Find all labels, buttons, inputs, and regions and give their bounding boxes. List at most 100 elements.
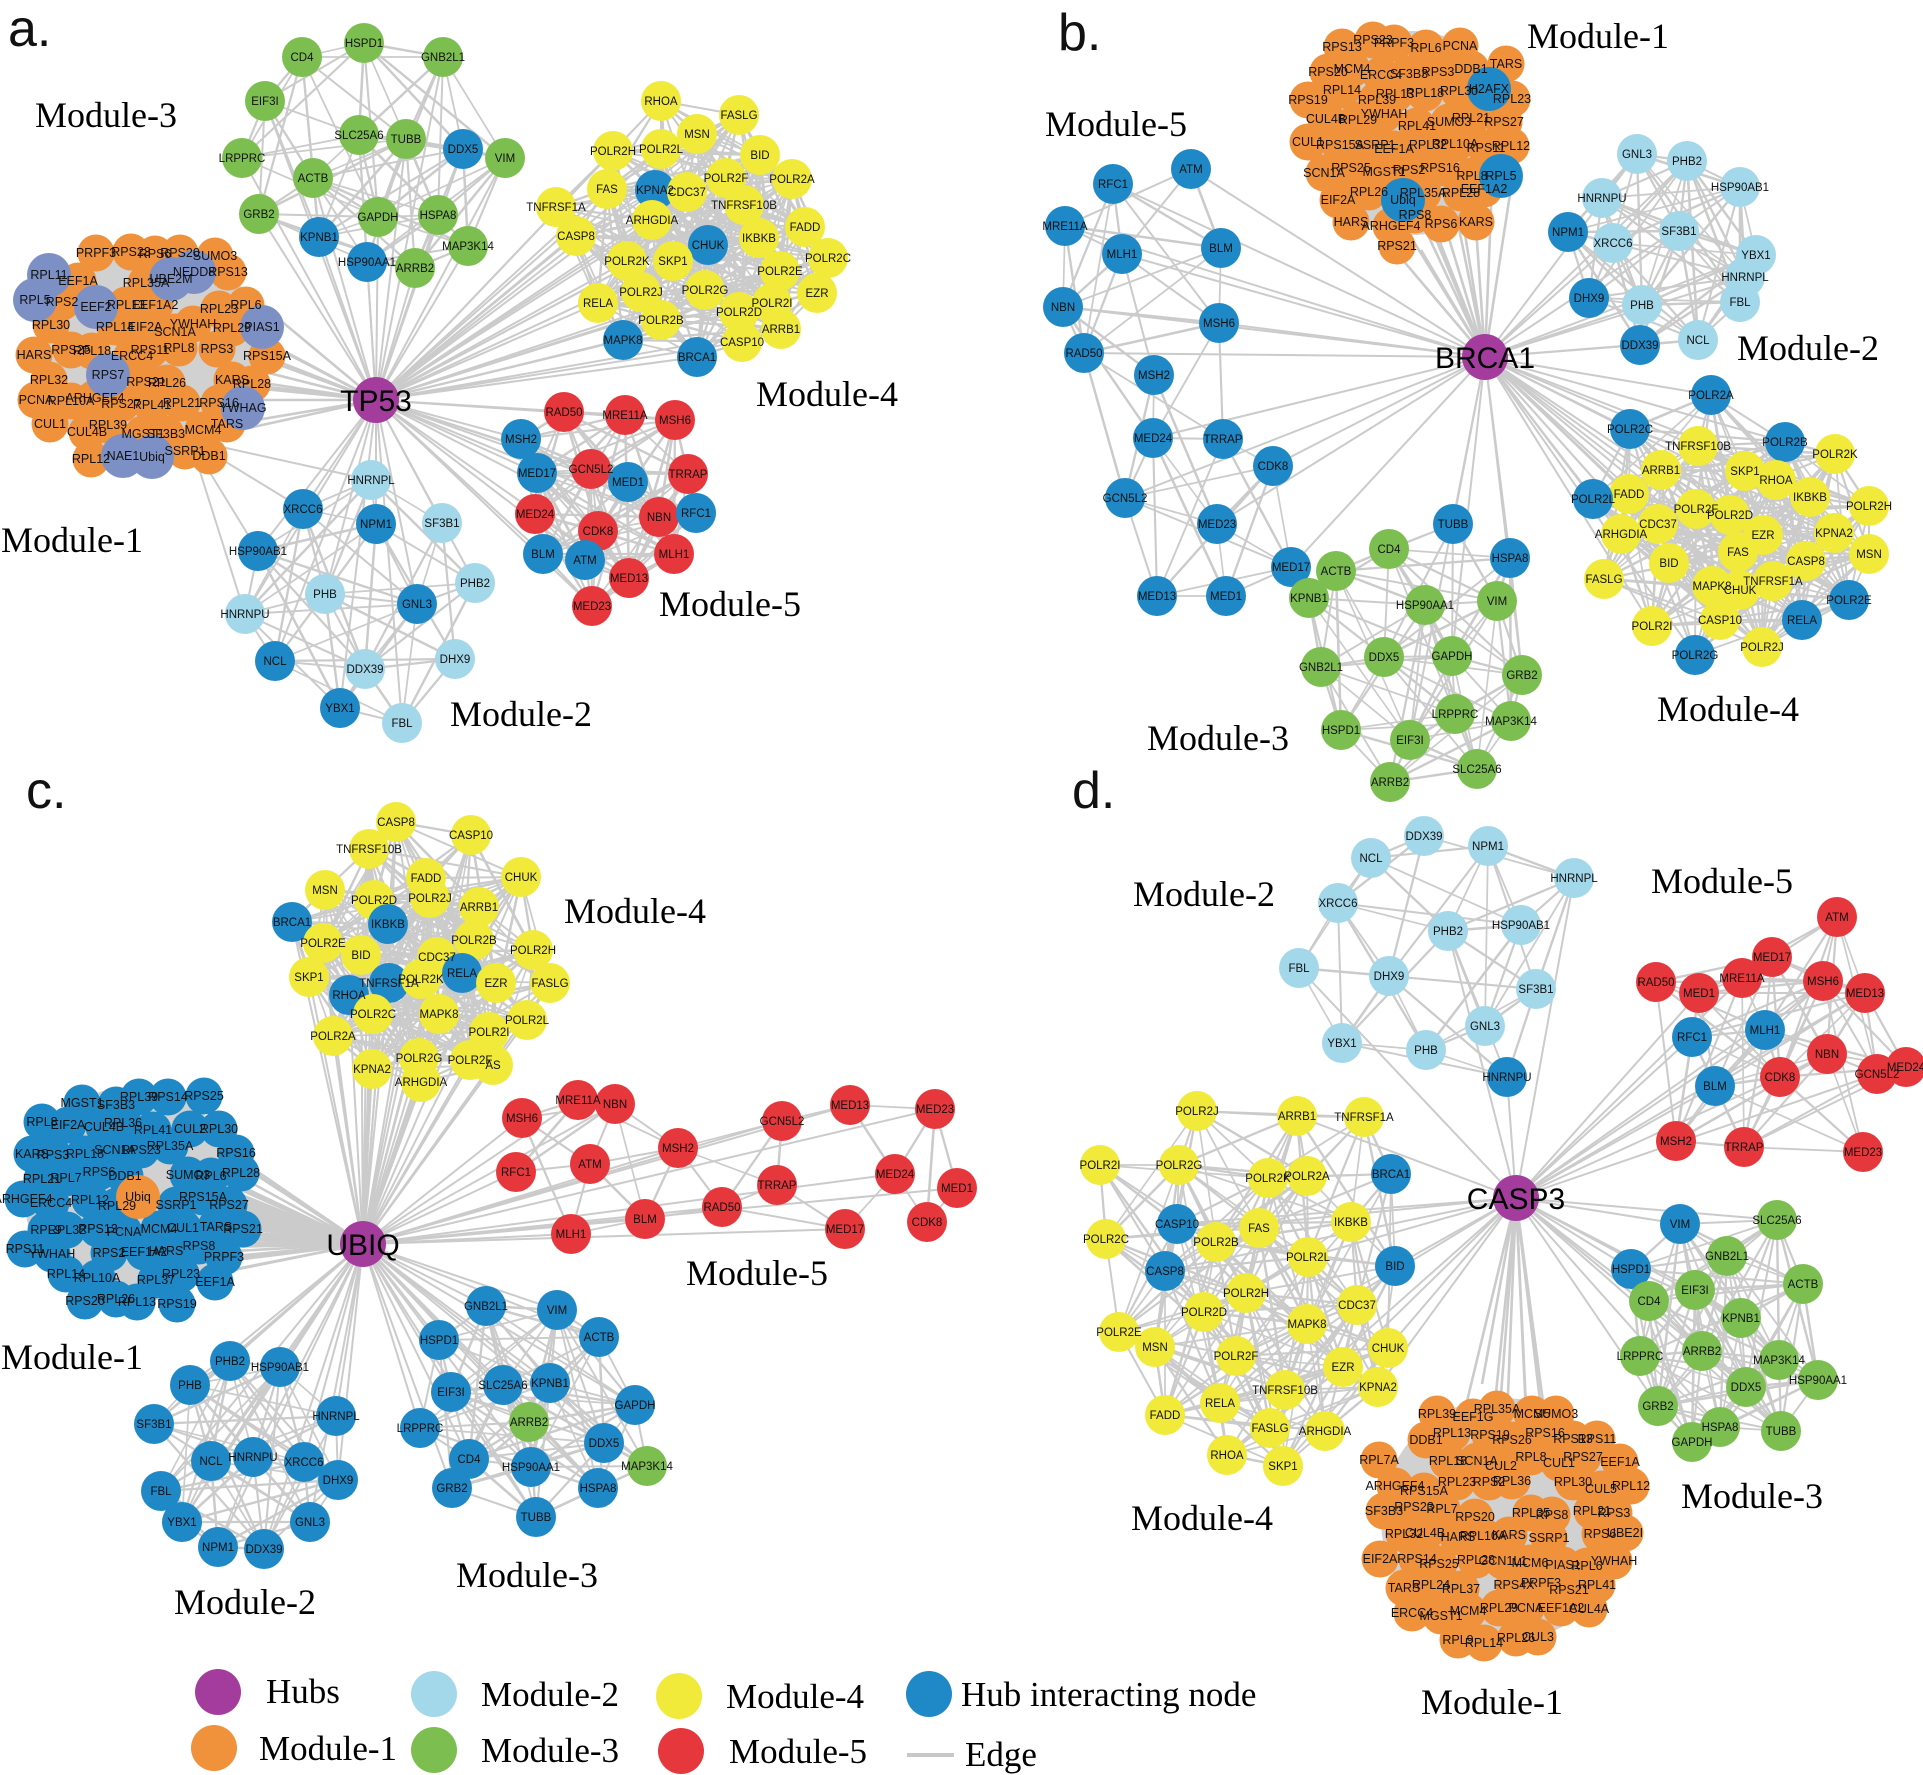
svg-text:GAPDH: GAPDH	[358, 212, 399, 224]
svg-text:DHX9: DHX9	[323, 1475, 354, 1487]
svg-text:POLR2G: POLR2G	[396, 1053, 443, 1065]
svg-text:Module-4: Module-4	[1131, 1498, 1273, 1538]
svg-text:CHUK: CHUK	[505, 872, 538, 884]
svg-text:ACTB: ACTB	[1321, 566, 1352, 578]
svg-text:POLR2K: POLR2K	[1245, 1173, 1291, 1185]
svg-text:Module-3: Module-3	[481, 1731, 619, 1770]
svg-text:DDB1: DDB1	[1454, 62, 1487, 76]
svg-text:CUL4B: CUL4B	[1405, 1526, 1445, 1540]
svg-text:ARHGDIA: ARHGDIA	[626, 215, 679, 227]
svg-text:RELA: RELA	[583, 298, 613, 310]
svg-text:SCN1A: SCN1A	[94, 1143, 136, 1157]
svg-text:SLC25A6: SLC25A6	[1752, 1215, 1801, 1227]
svg-text:YWHAH: YWHAH	[29, 1247, 76, 1261]
svg-text:PHB: PHB	[1414, 1045, 1438, 1057]
svg-text:RPS21: RPS21	[1549, 1583, 1589, 1597]
svg-text:Module-3: Module-3	[456, 1555, 598, 1595]
svg-text:RPS25: RPS25	[1331, 161, 1371, 175]
svg-text:TRRAP: TRRAP	[669, 469, 708, 481]
svg-text:YBX1: YBX1	[1741, 250, 1770, 262]
svg-text:EIF3I: EIF3I	[1681, 1285, 1708, 1297]
svg-text:Module-1: Module-1	[259, 1729, 397, 1768]
svg-text:HNRNPU: HNRNPU	[1482, 1072, 1531, 1084]
svg-text:GNL3: GNL3	[402, 599, 432, 611]
svg-text:RPL21: RPL21	[1452, 111, 1490, 125]
svg-text:ACTB: ACTB	[584, 1332, 615, 1344]
svg-text:TNFRSF1A: TNFRSF1A	[526, 202, 586, 214]
svg-text:SLC25A6: SLC25A6	[334, 130, 383, 142]
svg-text:RPL36: RPL36	[1493, 1474, 1531, 1488]
svg-text:MED13: MED13	[610, 573, 648, 585]
svg-text:KPNA2: KPNA2	[636, 185, 674, 197]
svg-text:Module-4: Module-4	[756, 374, 898, 414]
svg-text:HSP90AA1: HSP90AA1	[338, 257, 396, 269]
svg-text:SF3B1: SF3B1	[1518, 984, 1553, 996]
svg-text:RPL7: RPL7	[1426, 1502, 1457, 1516]
svg-text:RPS23: RPS23	[1353, 33, 1393, 47]
svg-text:ACTB: ACTB	[1788, 1279, 1819, 1291]
svg-text:YBX1: YBX1	[325, 703, 354, 715]
svg-text:POLR2A: POLR2A	[1284, 1171, 1330, 1183]
svg-text:NBN: NBN	[647, 512, 671, 524]
svg-text:RPL8: RPL8	[1456, 169, 1487, 183]
svg-text:MAPK8: MAPK8	[1693, 581, 1732, 593]
svg-text:RPL26: RPL26	[148, 376, 186, 390]
svg-text:PRPF3: PRPF3	[76, 246, 116, 260]
svg-text:MED23: MED23	[573, 601, 611, 613]
svg-text:HSPD1: HSPD1	[1322, 725, 1360, 737]
svg-text:BID: BID	[1385, 1261, 1404, 1273]
svg-text:CUL3: CUL3	[1522, 1630, 1554, 1644]
svg-text:BRCA1: BRCA1	[678, 352, 716, 364]
svg-text:RPL13: RPL13	[107, 298, 145, 312]
svg-text:RPS26: RPS26	[1492, 1433, 1532, 1447]
svg-text:HNRNPL: HNRNPL	[347, 475, 395, 487]
svg-text:FASLG: FASLG	[720, 110, 757, 122]
svg-text:CHUK: CHUK	[1724, 585, 1757, 597]
svg-text:Ubiq: Ubiq	[139, 450, 165, 464]
svg-text:RPL28: RPL28	[222, 1166, 260, 1180]
svg-text:RPS14: RPS14	[148, 1090, 188, 1104]
svg-text:POLR2I: POLR2I	[752, 298, 793, 310]
svg-text:AS: AS	[485, 1060, 501, 1072]
svg-text:SCN1A: SCN1A	[154, 325, 196, 339]
svg-text:BLM: BLM	[1209, 243, 1233, 255]
svg-text:RPL18: RPL18	[66, 1147, 104, 1161]
svg-text:RPL26: RPL26	[1350, 185, 1388, 199]
svg-text:RPL7: RPL7	[50, 1171, 81, 1185]
svg-text:TARS: TARS	[211, 417, 243, 431]
svg-text:DDX39: DDX39	[1405, 831, 1442, 843]
svg-text:IKBKB: IKBKB	[371, 919, 405, 931]
svg-text:POLR2C: POLR2C	[350, 1009, 396, 1021]
svg-text:POLR2C: POLR2C	[805, 253, 851, 265]
svg-text:RPL8: RPL8	[26, 1115, 57, 1129]
svg-text:RPL35: RPL35	[1512, 1506, 1550, 1520]
svg-text:EIF3I: EIF3I	[251, 96, 278, 108]
svg-text:PHB: PHB	[1630, 300, 1654, 312]
svg-text:POLR2J: POLR2J	[1740, 642, 1783, 654]
svg-text:CASP3: CASP3	[1467, 1183, 1565, 1216]
svg-text:DDB1: DDB1	[1409, 1433, 1442, 1447]
svg-text:RPL29: RPL29	[1480, 1601, 1518, 1615]
svg-text:POLR2J: POLR2J	[1175, 1106, 1218, 1118]
svg-text:MSH6: MSH6	[1203, 318, 1235, 330]
svg-text:POLR2H: POLR2H	[590, 146, 636, 158]
svg-text:POLR2B: POLR2B	[1193, 1237, 1239, 1249]
svg-text:IKBKB: IKBKB	[742, 233, 776, 245]
svg-text:FADD: FADD	[790, 222, 821, 234]
svg-text:RPL8: RPL8	[163, 341, 194, 355]
svg-text:NPM1: NPM1	[1472, 841, 1504, 853]
svg-text:RPL26: RPL26	[97, 1292, 135, 1306]
svg-text:RPL6: RPL6	[195, 1169, 226, 1183]
svg-text:POLR2A: POLR2A	[310, 1031, 356, 1043]
svg-text:MED24: MED24	[876, 1169, 915, 1181]
svg-text:CASP10: CASP10	[449, 830, 493, 842]
svg-text:DHX9: DHX9	[1574, 293, 1605, 305]
svg-text:NPM1: NPM1	[360, 519, 392, 531]
svg-text:GNB2L1: GNB2L1	[1705, 1251, 1749, 1263]
svg-text:PHB2: PHB2	[1672, 156, 1702, 168]
svg-text:HARS: HARS	[17, 348, 52, 362]
svg-text:SUMO3: SUMO3	[193, 249, 238, 263]
svg-text:HSP90AB1: HSP90AB1	[229, 546, 287, 558]
svg-text:HARS: HARS	[1334, 215, 1369, 229]
svg-text:RPS20: RPS20	[1308, 65, 1348, 79]
